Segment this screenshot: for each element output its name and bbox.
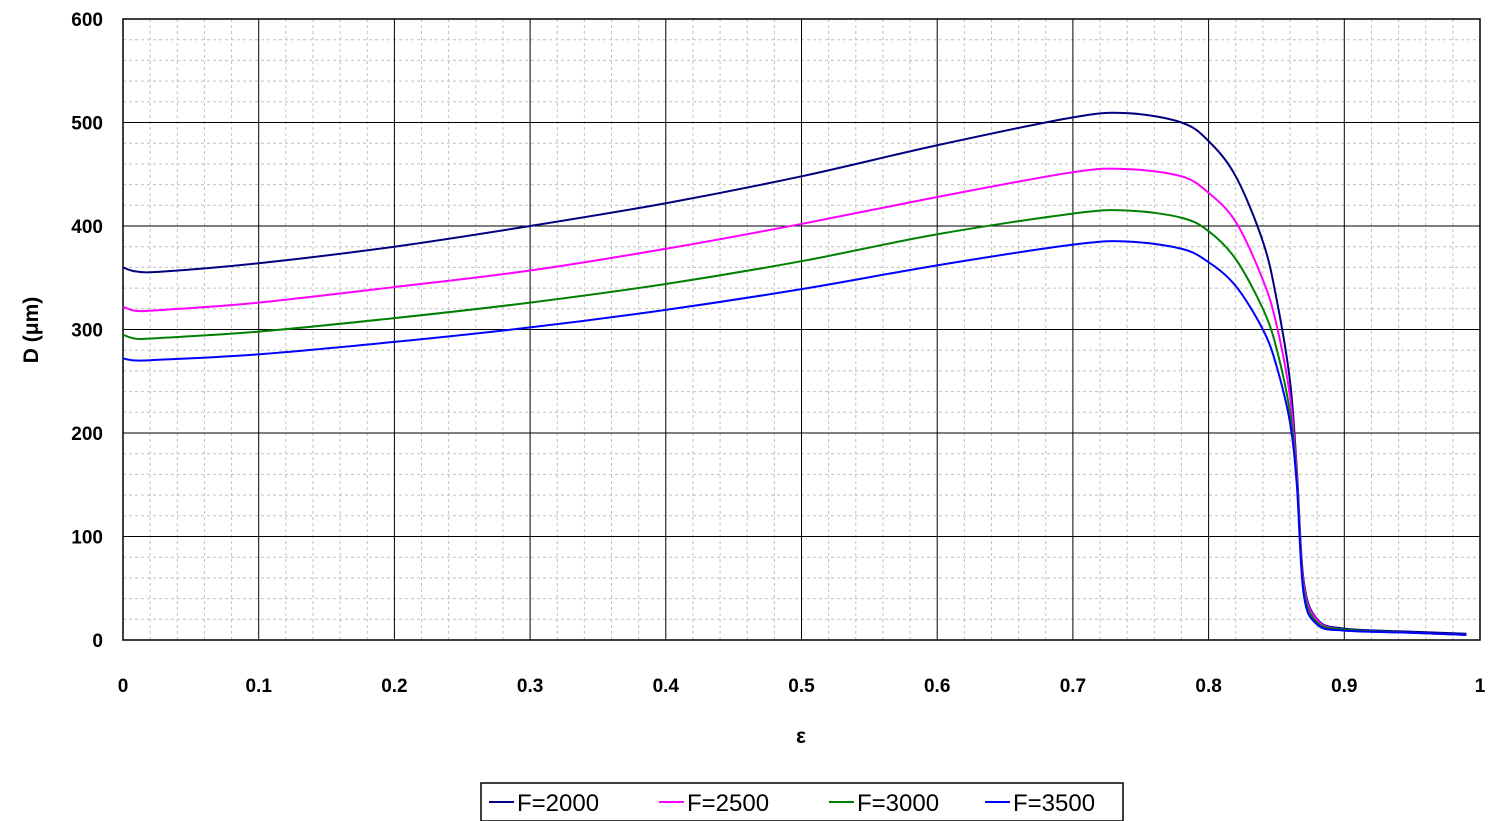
x-tick-label: 0	[118, 676, 129, 697]
x-axis-title: ε	[796, 725, 806, 748]
legend-label: F=3500	[1013, 790, 1095, 817]
legend-label: F=3000	[857, 790, 939, 817]
y-tick-label: 400	[71, 217, 103, 238]
series-line-f-2500	[122, 167, 1467, 636]
legend: F=2000 F=2500 F=3000 F=3500	[480, 782, 1124, 821]
series-line-f-2000	[122, 111, 1467, 635]
series-line-f-3000	[122, 209, 1467, 636]
y-tick-label: 100	[71, 528, 103, 549]
x-tick-label: 1	[1475, 676, 1486, 697]
y-tick-label: 500	[71, 114, 103, 135]
plot-area-frame	[122, 18, 1481, 641]
y-tick-label: 200	[71, 424, 103, 445]
x-tick-label: 0.1	[245, 676, 272, 697]
legend-box	[480, 782, 1124, 821]
y-tick-label: 0	[92, 631, 103, 652]
y-tick-label: 600	[71, 10, 103, 31]
x-tick-label: 0.5	[788, 676, 815, 697]
x-axis-ticks: 0 0.1 0.2 0.3 0.4 0.5 0.6 0.7 0.8 0.9 1	[118, 676, 1486, 697]
legend-label: F=2500	[687, 790, 769, 817]
series-lines	[122, 111, 1467, 636]
y-axis-ticks: 0 100 200 300 400 500 600	[71, 10, 103, 652]
y-axis-title: D (μm)	[20, 297, 43, 364]
legend-label: F=2000	[517, 790, 599, 817]
x-tick-label: 0.6	[924, 676, 950, 697]
major-gridlines	[123, 19, 1480, 640]
series-line-f-3500	[122, 240, 1467, 636]
x-tick-label: 0.2	[381, 676, 407, 697]
x-tick-label: 0.4	[653, 676, 680, 697]
x-tick-label: 0.8	[1195, 676, 1221, 697]
y-tick-label: 300	[71, 321, 103, 342]
x-tick-label: 0.9	[1331, 676, 1357, 697]
x-tick-label: 0.7	[1060, 676, 1086, 697]
x-tick-label: 0.3	[517, 676, 543, 697]
